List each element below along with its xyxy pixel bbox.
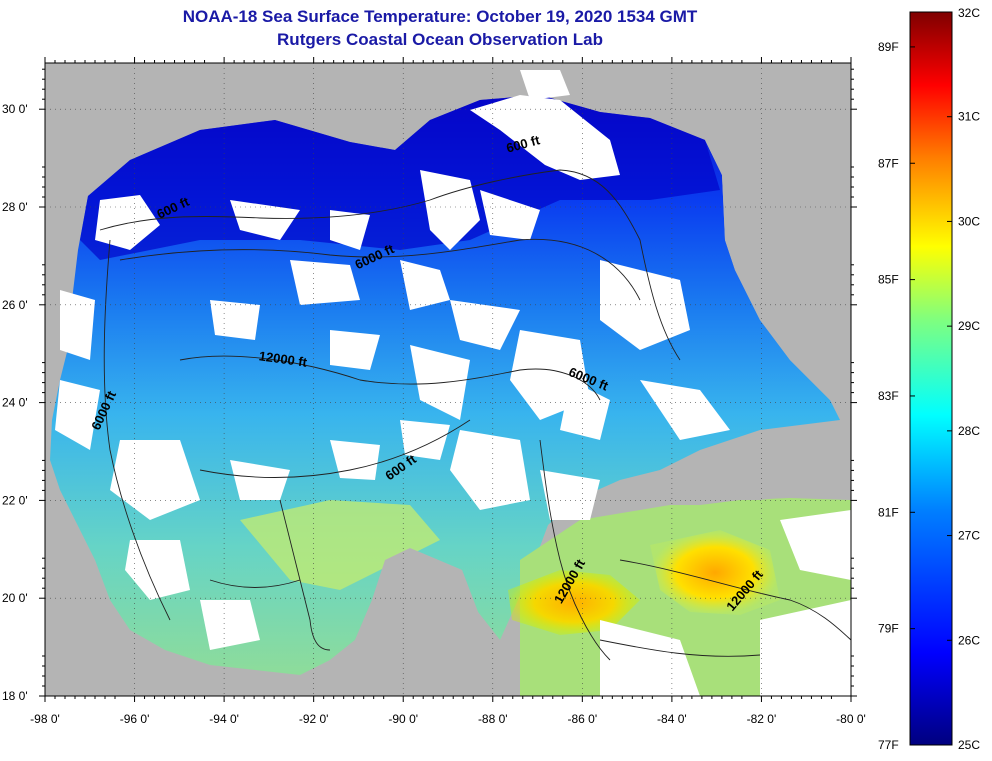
colorbar-fahrenheit-label: 87F — [878, 156, 899, 170]
colorbar-fahrenheit-label: 83F — [878, 389, 899, 403]
caribbean-warm-patch — [650, 530, 780, 615]
map-gridlines — [45, 63, 851, 696]
colorbar-fahrenheit-label: 85F — [878, 273, 899, 287]
lon-tick-label: -88 0' — [478, 712, 508, 726]
map-title: NOAA-18 Sea Surface Temperature: October… — [182, 7, 698, 26]
lon-tick-label: -80 0' — [836, 712, 866, 726]
lon-tick-label: -96 0' — [120, 712, 150, 726]
lon-tick-label: -92 0' — [299, 712, 329, 726]
lon-tick-label: -98 0' — [30, 712, 60, 726]
colorbar-fahrenheit-label: 79F — [878, 622, 899, 636]
colorbar-celsius-label: 27C — [958, 529, 980, 543]
lat-tick-label: 20 0' — [2, 591, 28, 605]
colorbar-celsius-label: 28C — [958, 424, 980, 438]
bathymetry-contours — [99, 169, 851, 661]
colorbar-celsius-label: 25C — [958, 738, 980, 752]
lon-tick-label: -86 0' — [568, 712, 598, 726]
contour-depth-label: 12000 ft — [258, 348, 309, 370]
colorbar-fahrenheit-label: 77F — [878, 738, 899, 752]
lon-tick-label: -82 0' — [747, 712, 777, 726]
map-frame — [44, 62, 852, 697]
lat-tick-label: 26 0' — [2, 298, 28, 312]
colorbar-celsius-label: 30C — [958, 214, 980, 228]
lon-tick-label: -84 0' — [657, 712, 687, 726]
florida-land — [690, 63, 851, 420]
colorbar-celsius-label: 31C — [958, 110, 980, 124]
lat-tick-label: 30 0' — [2, 102, 28, 116]
lat-tick-label: 18 0' — [2, 689, 28, 703]
lat-tick-label: 24 0' — [2, 396, 28, 410]
lon-tick-label: -90 0' — [388, 712, 418, 726]
yucatan-land — [290, 548, 515, 696]
colorbar-celsius-label: 29C — [958, 319, 980, 333]
map-subtitle: Rutgers Coastal Ocean Observation Lab — [277, 30, 603, 49]
colorbar-celsius-label: 26C — [958, 633, 980, 647]
cuba-land — [630, 468, 851, 505]
lat-tick-label: 28 0' — [2, 200, 28, 214]
colorbar-fahrenheit-label: 81F — [878, 505, 899, 519]
temperature-colorbar — [909, 11, 953, 746]
lat-tick-label: 22 0' — [2, 493, 28, 507]
campeche-warm-patch — [240, 500, 440, 590]
colorbar-fahrenheit-label: 89F — [878, 40, 899, 54]
colorbar-celsius-label: 32C — [958, 6, 980, 20]
lon-tick-label: -94 0' — [209, 712, 239, 726]
